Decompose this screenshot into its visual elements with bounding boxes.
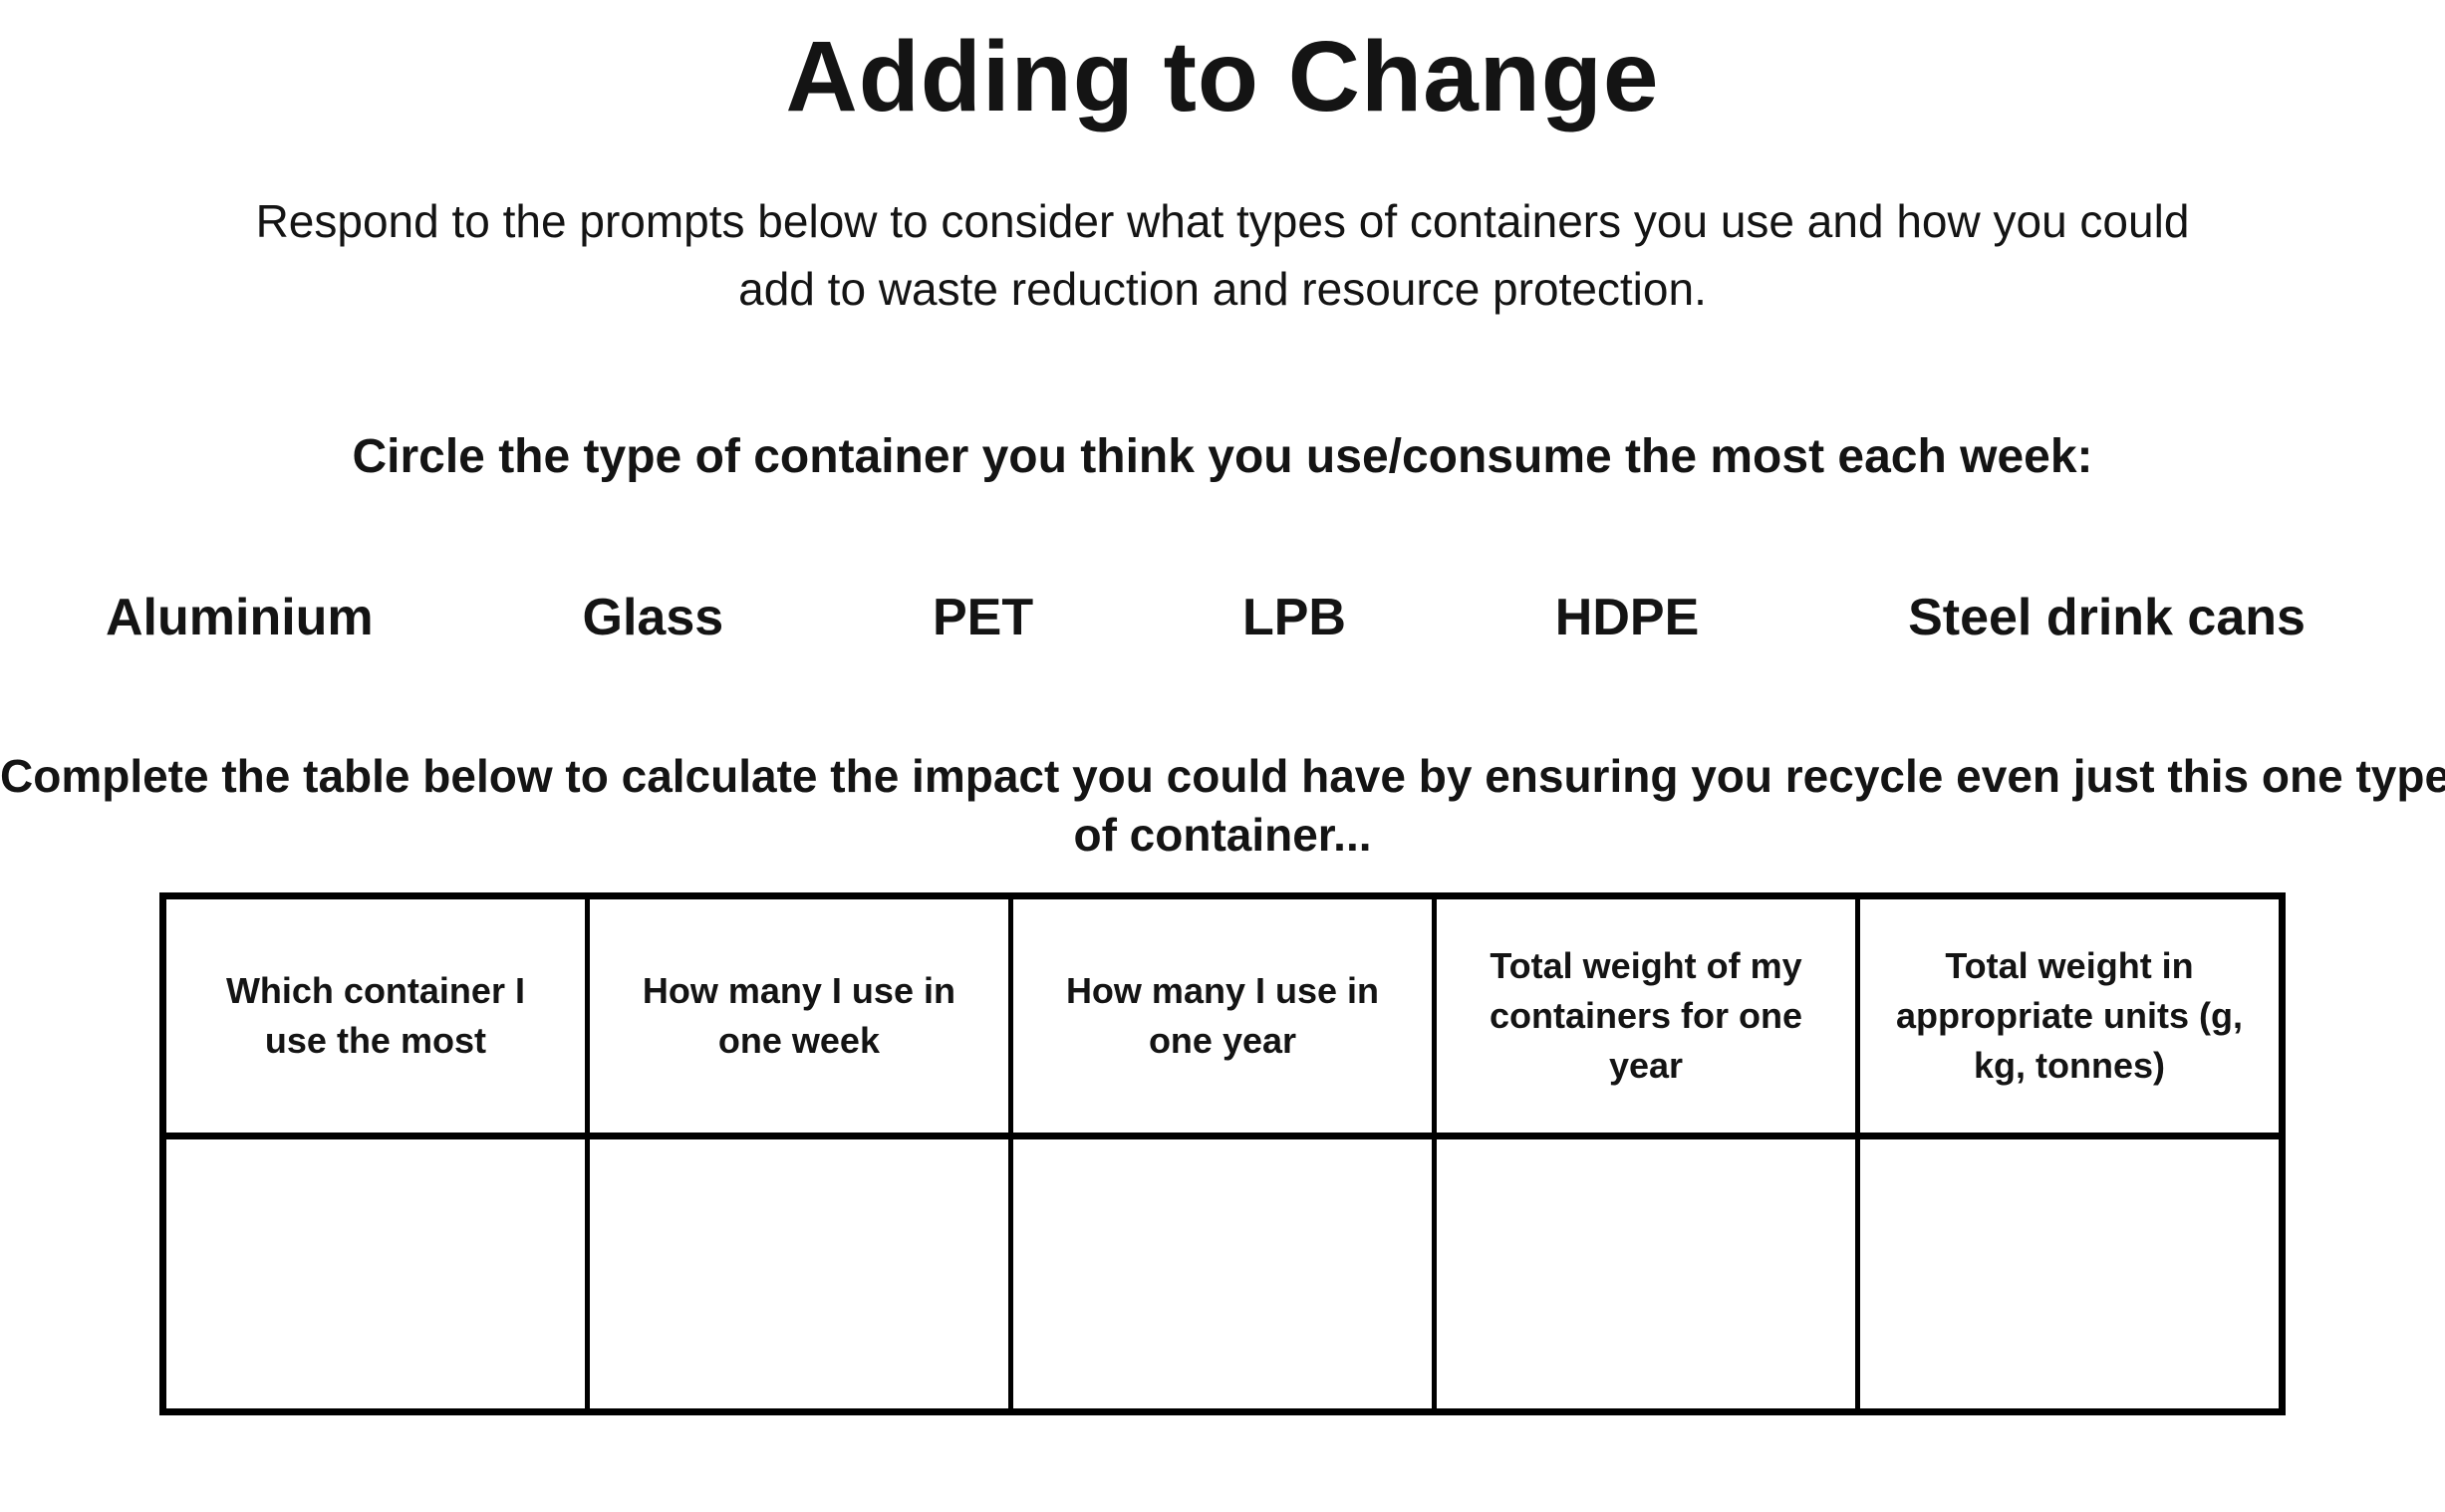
circle-prompt: Circle the type of container you think y… (352, 430, 2093, 483)
impact-table-input-row (160, 1135, 2285, 1412)
subtitle-line-2: add to waste reduction and resource prot… (738, 263, 1707, 315)
container-options-row: Aluminium Glass PET LPB HDPE Steel drink… (0, 588, 2445, 647)
option-steel-drink-cans[interactable]: Steel drink cans (1908, 589, 2306, 646)
table-prompt: Complete the table below to calculate th… (0, 747, 2445, 865)
col-header-per-year: How many I use in one year (1007, 895, 1438, 1139)
option-hdpe[interactable]: HDPE (1554, 589, 1700, 646)
input-cell-which-container[interactable] (160, 1135, 590, 1412)
col-header-weight-units: Total weight in appropriate units (g, kg… (1855, 895, 2285, 1139)
impact-table-header-row: Which container I use the most How many … (160, 895, 2285, 1139)
col-header-per-week: How many I use in one week (584, 895, 1013, 1139)
option-glass[interactable]: Glass (582, 589, 724, 646)
page-title: Adding to Change (785, 21, 1660, 132)
col-header-total-weight-year: Total weight of my containers for one ye… (1431, 895, 1861, 1139)
impact-table: Which container I use the most How many … (159, 892, 2286, 1415)
page-subtitle: Respond to the prompts below to consider… (0, 187, 2445, 323)
input-cell-per-year[interactable] (1007, 1135, 1438, 1412)
input-cell-total-weight-year[interactable] (1431, 1135, 1861, 1412)
option-lpb[interactable]: LPB (1241, 589, 1346, 646)
col-header-which-container: Which container I use the most (160, 895, 590, 1139)
table-prompt-line-1: Complete the table below to calculate th… (0, 750, 2445, 802)
input-cell-per-week[interactable] (584, 1135, 1013, 1412)
option-aluminium[interactable]: Aluminium (106, 589, 374, 646)
option-pet[interactable]: PET (932, 589, 1034, 646)
subtitle-line-1: Respond to the prompts below to consider… (255, 195, 2190, 247)
input-cell-weight-units[interactable] (1855, 1135, 2285, 1412)
table-prompt-line-2: of container... (1073, 809, 1372, 861)
